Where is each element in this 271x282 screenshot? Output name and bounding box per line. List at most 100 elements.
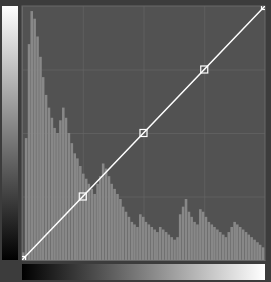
- bar: [165, 232, 168, 260]
- bar: [142, 217, 145, 260]
- marker: [201, 66, 208, 73]
- bar: [150, 227, 153, 260]
- bar: [36, 36, 39, 260]
- bar: [256, 242, 259, 260]
- bar: [242, 230, 245, 260]
- bar: [236, 224, 239, 260]
- bar: [59, 120, 62, 260]
- bar: [53, 128, 56, 260]
- bar: [131, 222, 134, 260]
- bar: [176, 237, 179, 260]
- bar: [170, 237, 173, 260]
- bar: [156, 232, 159, 260]
- bar: [51, 118, 54, 260]
- bar: [185, 199, 188, 260]
- bar: [145, 222, 148, 260]
- bar: [173, 240, 176, 260]
- tick: [22, 70, 265, 71]
- bar: [30, 11, 33, 260]
- bar: [33, 19, 36, 260]
- bar: [245, 232, 248, 260]
- bar: [179, 214, 182, 260]
- bar: [25, 138, 28, 260]
- plot-frame: [22, 6, 265, 260]
- bar: [190, 217, 193, 260]
- bar: [230, 227, 233, 260]
- grid-line: [22, 70, 265, 71]
- bar: [196, 224, 199, 260]
- line: [22, 6, 265, 260]
- bar: [193, 222, 196, 260]
- bar: [199, 209, 202, 260]
- bar: [128, 217, 131, 260]
- bar: [125, 212, 128, 260]
- bar: [82, 174, 85, 260]
- bar: [96, 184, 99, 260]
- bar: [71, 143, 74, 260]
- bar: [76, 158, 79, 260]
- bar: [105, 169, 108, 260]
- bar: [68, 133, 71, 260]
- bar: [102, 163, 105, 260]
- bar: [42, 77, 45, 260]
- markers: [22, 6, 265, 260]
- bar: [222, 235, 225, 260]
- x-axis: [23, 6, 266, 261]
- bar: [65, 118, 68, 260]
- bar: [108, 176, 111, 260]
- bar: [205, 217, 208, 260]
- bar: [233, 222, 236, 260]
- bar: [90, 189, 93, 260]
- bar: [79, 166, 82, 260]
- bar: [239, 227, 242, 260]
- bar: [247, 235, 250, 260]
- bar: [225, 237, 228, 260]
- bar: [139, 214, 142, 260]
- bar: [99, 176, 102, 260]
- bar: [136, 227, 139, 260]
- tick: [83, 6, 84, 260]
- bar: [162, 230, 165, 260]
- bar: [122, 207, 125, 260]
- marker: [262, 6, 266, 10]
- bar: [210, 224, 213, 260]
- marker: [140, 130, 147, 137]
- bar: [219, 232, 222, 260]
- bar: [48, 108, 51, 260]
- bar: [56, 133, 59, 260]
- bar: [208, 222, 211, 260]
- bar: [213, 227, 216, 260]
- marker: [79, 193, 86, 200]
- bar: [39, 57, 42, 260]
- bar: [202, 212, 205, 260]
- gradient-strip: [2, 6, 18, 260]
- bar: [216, 230, 219, 260]
- bar: [116, 194, 119, 260]
- bar: [259, 245, 262, 260]
- bar: [133, 224, 136, 260]
- plot: [2, 3, 269, 281]
- bar: [167, 235, 170, 260]
- bar: [188, 212, 191, 260]
- bar: [182, 207, 185, 260]
- gradient-strip: [22, 264, 265, 280]
- bar: [148, 224, 151, 260]
- bar: [93, 194, 96, 260]
- grid-line: [83, 6, 84, 260]
- bar: [28, 44, 31, 260]
- bar: [113, 189, 116, 260]
- bar: [62, 108, 65, 260]
- bar: [253, 240, 256, 260]
- bar: [119, 199, 122, 260]
- bar: [88, 184, 91, 260]
- bar: [153, 230, 156, 260]
- plot-background: [22, 6, 265, 260]
- bar: [85, 179, 88, 260]
- chart: [0, 0, 271, 282]
- marker: [22, 257, 26, 261]
- marks: [22, 6, 265, 260]
- bar: [228, 232, 231, 260]
- bar: [159, 227, 162, 260]
- bar: [110, 184, 113, 260]
- bar: [250, 237, 253, 260]
